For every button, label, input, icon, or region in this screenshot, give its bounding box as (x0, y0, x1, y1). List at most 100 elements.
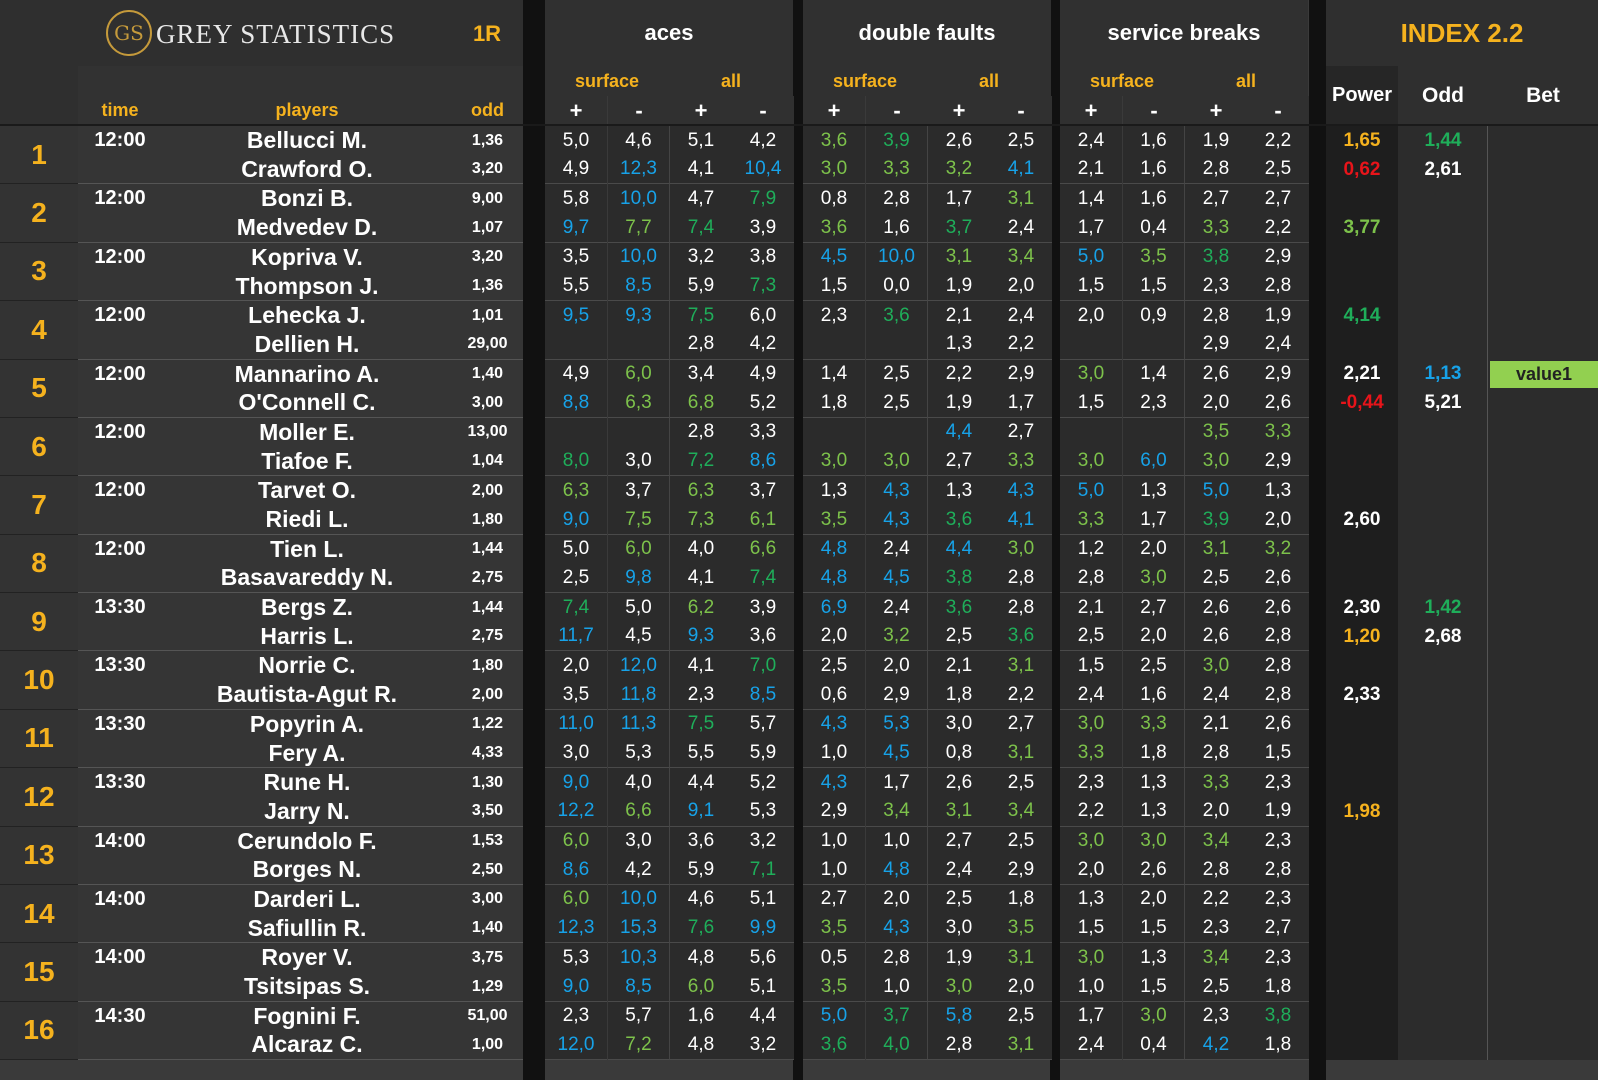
minus-header: - (1247, 96, 1309, 125)
match-number: 11 (0, 709, 78, 769)
stat-value: 6,9 (803, 593, 865, 623)
odd2-cell-bg (1398, 651, 1488, 710)
player-name[interactable]: Dellien H. (162, 330, 452, 360)
index-odd-value (1398, 505, 1488, 534)
player-name[interactable]: Tien L. (162, 534, 452, 564)
player-name[interactable]: Kopriva V. (162, 242, 452, 272)
player-name[interactable]: Bergs Z. (162, 593, 452, 623)
player-name[interactable]: Royer V. (162, 943, 452, 973)
power-value (1326, 827, 1398, 856)
player-name[interactable]: Mannarino A. (162, 359, 452, 389)
match-time: 13:30 (78, 593, 162, 623)
stat-value: 11,7 (545, 622, 607, 652)
player-name[interactable]: Alcaraz C. (162, 1030, 452, 1060)
bet-header: Bet (1488, 66, 1598, 125)
stat-value: 4,3 (990, 476, 1052, 506)
power-cell-bg (1326, 593, 1398, 652)
power-value (1326, 447, 1398, 476)
stat-value: 1,5 (1123, 271, 1185, 302)
player-name[interactable]: Lehecka J. (162, 301, 452, 331)
stat-value: 2,0 (990, 271, 1052, 302)
stat-value: 3,6 (928, 505, 990, 535)
stat-value: 4,4 (732, 1001, 794, 1031)
stat-value: 1,8 (1123, 738, 1185, 769)
stat-value: 3,3 (1123, 709, 1185, 739)
player-odd: 1,00 (452, 1030, 523, 1060)
stat-value: 1,6 (1123, 680, 1185, 710)
player-name[interactable]: Bellucci M. (162, 126, 452, 156)
player-name[interactable]: Tsitsipas S. (162, 972, 452, 1002)
power-value: 2,21 (1343, 363, 1381, 385)
player-name[interactable]: Safiullin R. (162, 914, 452, 944)
player-name[interactable]: Bautista-Agut R. (162, 680, 452, 710)
stat-value: 4,0 (608, 768, 670, 798)
player-name[interactable]: Jarry N. (162, 797, 452, 827)
index-odd-value (1398, 1002, 1488, 1031)
player-name[interactable]: Crawford O. (162, 155, 452, 185)
player-name[interactable]: Moller E. (162, 417, 452, 448)
stat-value: 3,0 (1060, 943, 1122, 973)
player-name[interactable]: Fery A. (162, 738, 452, 769)
player-odd: 4,33 (452, 738, 523, 769)
stat-value: 5,3 (545, 943, 607, 973)
player-name[interactable]: Popyrin A. (162, 709, 452, 739)
stat-value: 11,0 (545, 709, 607, 739)
stat-value: 2,4 (928, 855, 990, 885)
stat-value: 2,7 (990, 709, 1052, 739)
stat-value: 2,7 (1123, 593, 1185, 623)
power-cell-bg (1326, 768, 1398, 827)
stat-value: 2,9 (866, 680, 928, 710)
index-odd-value (1398, 301, 1488, 330)
player-odd: 3,00 (452, 884, 523, 915)
stat-value: 4,1 (670, 563, 732, 593)
plus-header: + (928, 96, 990, 125)
stat-value: 2,1 (928, 651, 990, 681)
player-name[interactable]: Borges N. (162, 855, 452, 885)
all-header: all (927, 66, 1051, 96)
stat-value: 5,9 (732, 738, 794, 769)
stat-value: 2,4 (990, 213, 1052, 243)
player-name[interactable]: Darderi L. (162, 884, 452, 915)
brand-logo-icon: GS (106, 10, 152, 56)
power-value: 2,60 (1343, 509, 1381, 531)
match-time: 12:00 (78, 359, 162, 389)
player-odd: 29,00 (452, 330, 523, 360)
stat-value: 6,0 (608, 359, 670, 389)
stat-value: 3,0 (1123, 826, 1185, 856)
stat-value: 7,5 (670, 709, 732, 739)
stat-value: 6,8 (670, 388, 732, 418)
stat-value: 2,1 (1060, 155, 1122, 185)
player-name[interactable]: Basavareddy N. (162, 563, 452, 593)
player-name[interactable]: Rune H. (162, 768, 452, 798)
odd2-cell-bg (1398, 242, 1488, 302)
bet-badge[interactable]: value1 (1490, 360, 1598, 388)
player-name[interactable]: Cerundolo F. (162, 826, 452, 856)
player-name[interactable]: Thompson J. (162, 271, 452, 302)
stat-value: 2,8 (1247, 680, 1309, 710)
player-name[interactable]: Fognini F. (162, 1001, 452, 1031)
player-name[interactable]: Harris L. (162, 622, 452, 652)
group-header-1: double faults (803, 0, 1051, 66)
stat-value: 2,0 (866, 651, 928, 681)
player-name[interactable]: Bonzi B. (162, 184, 452, 214)
player-odd: 1,22 (452, 709, 523, 739)
stat-value: 3,0 (866, 447, 928, 477)
stat-value: 5,2 (732, 768, 794, 798)
player-name[interactable]: Norrie C. (162, 651, 452, 681)
stat-value: 4,5 (866, 738, 928, 769)
stat-value: 4,2 (608, 855, 670, 885)
stat-value: 4,0 (670, 534, 732, 564)
stat-value: 2,5 (990, 1001, 1052, 1031)
stat-value: 5,0 (1060, 476, 1122, 506)
player-name[interactable]: Tiafoe F. (162, 447, 452, 477)
player-name[interactable]: Medvedev D. (162, 213, 452, 243)
player-name[interactable]: Tarvet O. (162, 476, 452, 506)
index-odd-value (1398, 914, 1488, 943)
stat-value: 1,6 (1123, 126, 1185, 156)
player-name[interactable]: O'Connell C. (162, 388, 452, 418)
player-name[interactable]: Riedi L. (162, 505, 452, 535)
stat-value: 5,9 (670, 271, 732, 302)
stat-value: 2,6 (1247, 388, 1309, 418)
stat-value (608, 330, 670, 360)
power-value (1326, 943, 1398, 972)
